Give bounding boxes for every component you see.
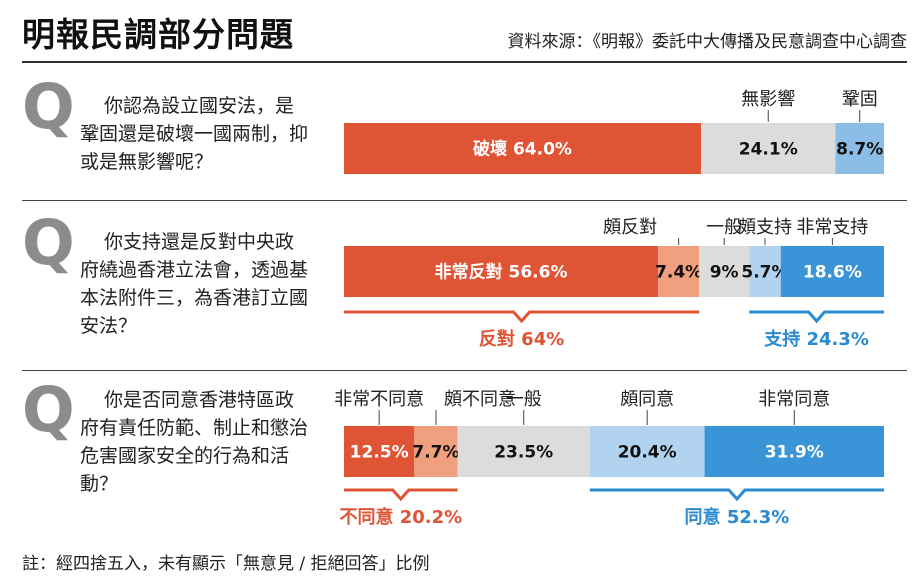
bar-segment bbox=[457, 426, 590, 477]
data-label: 24.1% bbox=[739, 140, 798, 160]
bar-segment bbox=[701, 123, 836, 174]
category-label: 非常不同意 bbox=[334, 389, 424, 410]
data-label: 20.4% bbox=[618, 443, 677, 463]
data-label: 18.6% bbox=[803, 263, 862, 283]
group-bracket bbox=[589, 488, 884, 502]
bar-segment bbox=[589, 426, 705, 477]
question-1-text: 你認為設立國安法，是鞏固還是破壞一國兩制，抑或是無影響呢？ bbox=[80, 95, 309, 173]
bar-segment bbox=[658, 246, 700, 297]
question-1-mark: Q bbox=[22, 70, 75, 143]
category-label: 非常同意 bbox=[758, 389, 830, 410]
question-2-text: 你支持還是反對中央政府繞過香港立法會，透過基本法附件三，為香港訂立國安法？ bbox=[80, 231, 309, 337]
category-label: 非常支持 bbox=[796, 217, 868, 238]
bar-segment bbox=[344, 123, 702, 174]
data-label: 12.5% bbox=[350, 443, 409, 463]
group-total-label: 反對 64% bbox=[479, 328, 564, 350]
data-label: 8.7% bbox=[836, 140, 883, 160]
category-label: 無影響 bbox=[741, 89, 795, 110]
group-total-label: 不同意 20.2% bbox=[339, 506, 462, 528]
bar-segment bbox=[780, 246, 884, 297]
data-label: 5.7% bbox=[741, 263, 788, 283]
question-3-mark: Q bbox=[22, 373, 75, 446]
section-divider bbox=[22, 370, 907, 371]
page-title: 明報民調部分問題 bbox=[22, 15, 294, 54]
data-label: 31.9% bbox=[765, 443, 824, 463]
data-label: 23.5% bbox=[494, 443, 553, 463]
data-label: 7.7% bbox=[412, 443, 459, 463]
group-bracket bbox=[749, 310, 884, 324]
bar-segment bbox=[344, 246, 659, 297]
group-bracket bbox=[344, 310, 700, 324]
bar-segment bbox=[699, 246, 750, 297]
question-2-mark: Q bbox=[22, 206, 75, 279]
bar-segment bbox=[414, 426, 458, 477]
bar-segment bbox=[749, 246, 781, 297]
group-bracket bbox=[344, 488, 458, 502]
data-label: 9% bbox=[710, 263, 739, 283]
section-divider bbox=[22, 200, 907, 201]
question-3-text: 你是否同意香港特區政府有責任防範、制止和懲治危害國家安全的行為和活動？ bbox=[80, 389, 309, 495]
bar-segment bbox=[704, 426, 884, 477]
data-label: 破壞 64.0% bbox=[473, 139, 572, 160]
category-label: 一般 bbox=[706, 217, 742, 238]
group-total-label: 同意 52.3% bbox=[685, 506, 790, 528]
bar-segment bbox=[344, 426, 415, 477]
category-label: 一般 bbox=[506, 389, 542, 410]
source-note: 資料來源：《明報》委託中大傳播及民意調查中心調查 bbox=[507, 32, 908, 52]
footnote: 註：經四捨五入，未有顯示「無意見 / 拒絕回答」比例 bbox=[22, 554, 430, 574]
category-label: 頗不同意 bbox=[444, 389, 516, 410]
category-label: 頗支持 bbox=[738, 217, 792, 238]
data-label: 非常反對 56.6% bbox=[435, 262, 568, 283]
data-label: 7.4% bbox=[655, 263, 702, 283]
group-total-label: 支持 24.3% bbox=[763, 328, 869, 350]
header-divider bbox=[22, 61, 907, 63]
category-label: 頗反對 bbox=[603, 217, 657, 238]
bar-segment bbox=[835, 123, 884, 174]
category-label: 頗同意 bbox=[620, 389, 674, 410]
category-label: 鞏固 bbox=[842, 89, 878, 110]
